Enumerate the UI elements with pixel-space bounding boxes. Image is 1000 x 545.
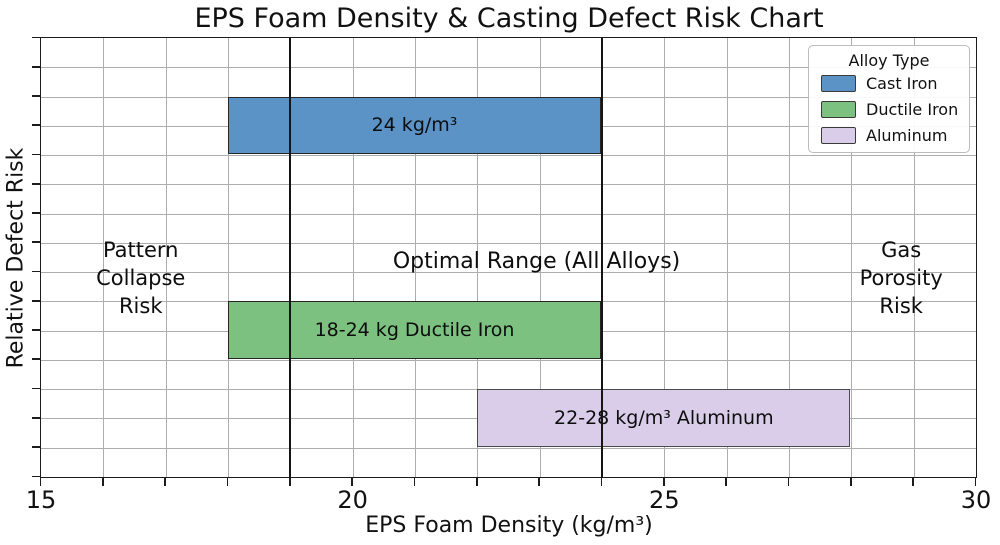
gridline-y [41,447,976,449]
x-tick-label: 20 [337,486,368,514]
annotation-optimal-range: Optimal Range (All Alloys) [392,248,681,274]
y-tick [32,387,40,390]
x-tick [413,478,416,486]
x-tick [226,478,229,486]
y-tick [32,212,40,214]
x-tick [974,478,977,486]
gridline-x [664,38,666,477]
legend-swatch [821,126,856,144]
x-tick [662,478,665,486]
gridline-y [41,213,976,215]
gridline-y [41,184,976,186]
y-tick [32,241,40,244]
legend-swatch [821,100,856,118]
bar-aluminum: 22-28 kg/m³ Aluminum [477,389,851,447]
bar-label: 24 kg/m³ [371,114,458,137]
gridline-x [789,38,790,477]
gridline-y [41,67,976,69]
legend-entry-label: Aluminum [866,125,948,145]
gridline-x [477,38,479,477]
gridline-y [41,359,976,361]
x-tick [912,478,914,486]
x-tick [538,478,540,486]
y-tick [32,446,40,449]
gridline-x [228,38,229,477]
plot-area: 24 kg/m³ 18-24 kg Ductile Iron 22-28 kg/m³… [40,37,977,478]
x-axis-label: EPS Foam Density (kg/m³) [365,513,653,538]
chart-title: EPS Foam Density & Casting Defect Risk C… [194,3,824,34]
gridline-y [41,242,976,244]
x-tick-label: 30 [960,486,992,514]
y-tick [32,65,40,68]
legend-entry-label: Cast Iron [866,73,938,93]
x-tick [849,478,852,486]
y-tick [32,36,40,39]
x-tick [725,478,727,486]
bar-label: 18-24 kg Ductile Iron [314,319,515,342]
legend-entries: Cast Iron Ductile Iron Aluminum [809,70,969,148]
reference-line [601,38,603,477]
y-tick [32,475,40,478]
bar-ductile-iron: 18-24 kg Ductile Iron [228,301,601,359]
annotation-gas-porosity: Gas Porosity Risk [859,237,943,318]
x-tick [475,478,478,486]
y-axis-label: Relative Defect Risk [3,147,29,369]
gridline-x [165,38,167,477]
gridline-x [851,38,853,477]
x-tick [288,478,291,486]
legend-entry-aluminum: Aluminum [809,122,969,148]
gridline-x [415,38,416,477]
y-tick [32,182,40,185]
bar-cast-iron: 24 kg/m³ [228,96,601,155]
x-tick [787,478,790,486]
x-tick-label: 15 [25,486,57,514]
y-tick [32,153,40,156]
gridline-y [41,272,976,274]
y-tick [32,416,40,419]
annotation-pattern-collapse: Pattern Collapse Risk [96,237,186,318]
y-tick [32,329,40,331]
y-tick [32,270,40,273]
reference-line [289,38,292,477]
gridline-x [352,38,354,477]
x-tick [351,478,353,486]
legend-entry-label: Ductile Iron [866,99,959,119]
legend: Alloy Type Cast Iron Ductile Iron Aluminum [808,45,970,153]
y-tick [32,358,40,361]
x-tick [600,478,603,486]
bar-label: 22-28 kg/m³ Aluminum [554,406,774,429]
x-tick [39,478,42,486]
y-tick [32,299,40,302]
y-tick [32,124,40,127]
x-tick [164,478,166,486]
y-tick [32,95,40,97]
gridline-x [913,38,915,477]
x-tick [101,478,104,486]
gridline-x [726,38,728,477]
legend-title: Alloy Type [848,51,930,70]
legend-entry-cast-iron: Cast Iron [809,70,969,96]
gridline-x [539,38,541,477]
legend-swatch [821,74,856,92]
x-tick-label: 25 [649,486,680,514]
legend-entry-ductile-iron: Ductile Iron [809,96,969,122]
gridline-x [103,38,105,477]
gridline-y [41,155,976,157]
